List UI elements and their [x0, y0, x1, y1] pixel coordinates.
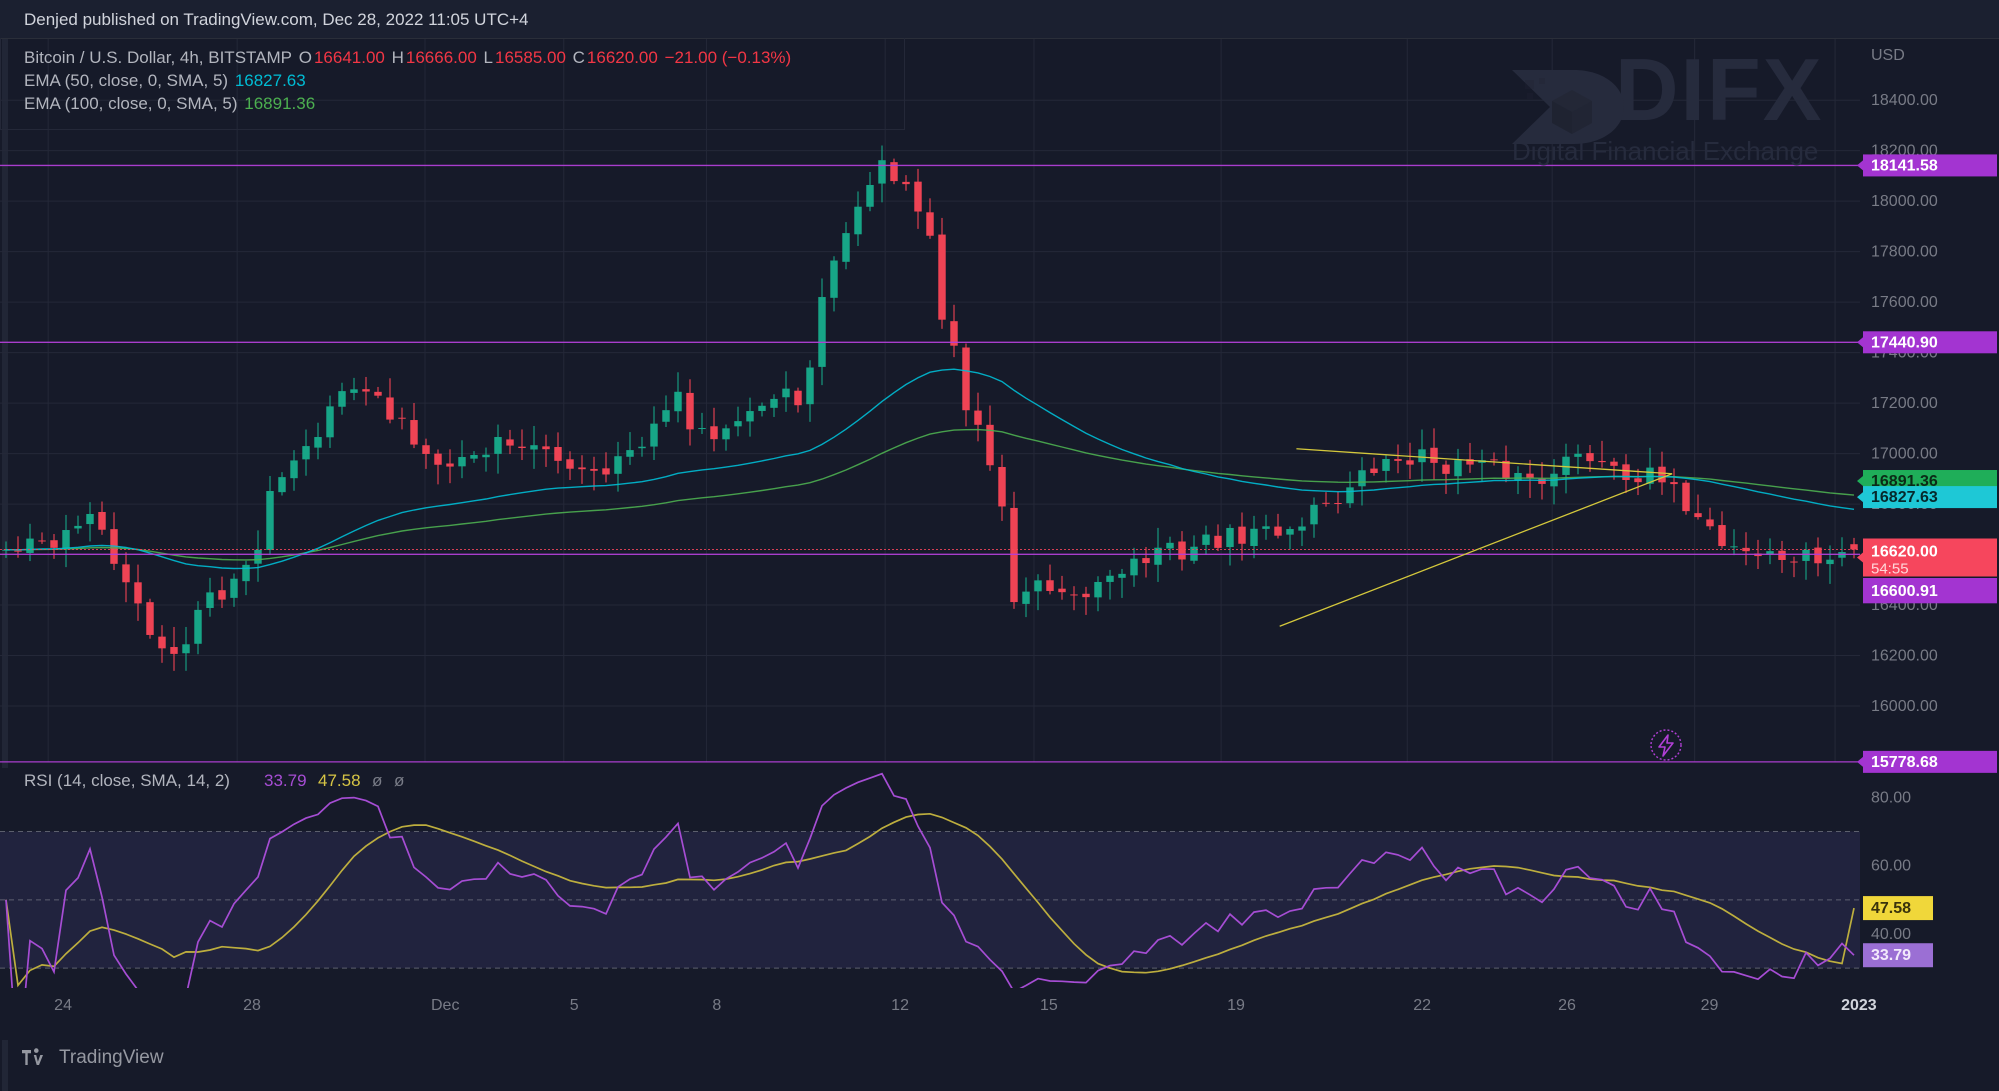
svg-text:DIFX: DIFX [1615, 40, 1823, 139]
svg-text:16000.00: 16000.00 [1871, 698, 1938, 715]
svg-text:16827.63: 16827.63 [1871, 489, 1938, 506]
svg-text:47.58: 47.58 [318, 771, 361, 790]
svg-text:26: 26 [1558, 997, 1576, 1014]
svg-text:19: 19 [1227, 997, 1245, 1014]
svg-text:18000.00: 18000.00 [1871, 193, 1938, 210]
svg-text:17440.90: 17440.90 [1871, 334, 1938, 351]
svg-text:33.79: 33.79 [264, 771, 307, 790]
svg-text:28: 28 [243, 997, 261, 1014]
svg-text:17200.00: 17200.00 [1871, 395, 1938, 412]
svg-text:16200.00: 16200.00 [1871, 648, 1938, 665]
svg-text:17000.00: 17000.00 [1871, 446, 1938, 463]
svg-text:2023: 2023 [1841, 997, 1877, 1014]
svg-text:80.00: 80.00 [1871, 789, 1911, 806]
svg-text:54:55: 54:55 [1871, 561, 1909, 578]
svg-text:33.79: 33.79 [1871, 947, 1911, 964]
svg-text:5: 5 [570, 997, 579, 1014]
svg-text:17800.00: 17800.00 [1871, 244, 1938, 261]
svg-text:15: 15 [1040, 997, 1058, 1014]
svg-text:22: 22 [1413, 997, 1431, 1014]
svg-text:17600.00: 17600.00 [1871, 294, 1938, 311]
svg-text:Dec: Dec [431, 997, 459, 1014]
svg-text:RSI (14, close, SMA, 14, 2): RSI (14, close, SMA, 14, 2) [24, 771, 230, 790]
svg-text:16600.91: 16600.91 [1871, 583, 1938, 600]
svg-text:60.00: 60.00 [1871, 858, 1911, 875]
svg-text:24: 24 [54, 997, 72, 1014]
svg-text:8: 8 [712, 997, 721, 1014]
svg-text:29: 29 [1701, 997, 1719, 1014]
svg-text:16620.00: 16620.00 [1871, 544, 1938, 561]
svg-text:15778.68: 15778.68 [1871, 754, 1938, 771]
svg-text:40.00: 40.00 [1871, 926, 1911, 943]
svg-text:ø: ø [372, 771, 382, 790]
svg-text:ø: ø [394, 771, 404, 790]
svg-text:47.58: 47.58 [1871, 900, 1911, 917]
svg-text:12: 12 [891, 997, 909, 1014]
